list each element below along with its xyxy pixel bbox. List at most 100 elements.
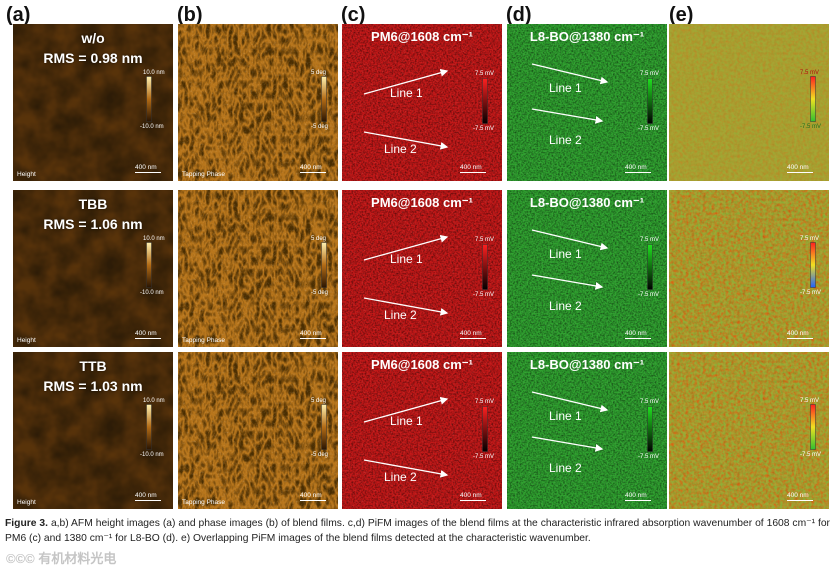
phase-colorbar <box>321 76 327 122</box>
colorbar-max-label: 5 deg <box>311 398 327 404</box>
scale-bar <box>625 499 651 501</box>
phase-label: Tapping Phase <box>182 337 226 344</box>
pifm-title: PM6@1608 cm⁻¹ <box>371 357 473 372</box>
panel-overlap-row3: 7.5 mV -7.5 mV 400 nm <box>669 352 829 509</box>
colorbar-max-label: 7.5 mV <box>800 70 820 76</box>
colorbar-min-label: -7.5 mV <box>638 126 660 132</box>
overlap-colorbar <box>810 242 816 288</box>
sample-name: w/o <box>81 30 105 46</box>
panel-pm6-row3: PM6@1608 cm⁻¹ Line 1 Line 2 7.5 mV -7.5 mV 40… <box>342 352 502 509</box>
panel-height-row2: TBB RMS = 1.06 nm Height 10.0 nm -10.0 nm 400… <box>13 190 173 347</box>
caption-figure-label: Figure 3. <box>5 518 48 529</box>
colorbar-min-label: -7.5 mV <box>800 290 822 296</box>
rms-value: RMS = 0.98 nm <box>43 50 143 66</box>
scale-bar <box>460 499 486 501</box>
panel-overlap-row2: 7.5 mV -7.5 mV 400 nm <box>669 190 829 347</box>
scale-bar <box>625 337 651 339</box>
phase-label: Tapping Phase <box>182 499 226 506</box>
line-2-arrow <box>363 297 449 316</box>
pifm-title: L8-BO@1380 cm⁻¹ <box>529 357 645 372</box>
panel-overlap-row1: 7.5 mV -7.5 mV 400 nm <box>669 24 829 181</box>
scale-bar <box>135 337 161 339</box>
colorbar-max-label: 7.5 mV <box>640 399 660 405</box>
colorbar-min-label: -10.0 nm <box>140 452 164 458</box>
colorbar-max-label: 7.5 mV <box>640 237 660 243</box>
line-2-arrow <box>363 131 449 150</box>
pifm-title: L8-BO@1380 cm⁻¹ <box>529 29 645 44</box>
pm6-colorbar <box>482 78 488 124</box>
colorbar-min-label: -10.0 nm <box>140 124 164 130</box>
column-label-c: (c) <box>341 4 366 26</box>
l8-texture <box>507 352 667 509</box>
line-2-arrow <box>531 108 604 124</box>
pifm-title: PM6@1608 cm⁻¹ <box>371 29 473 44</box>
line-2-label: Line 2 <box>384 470 417 484</box>
column-label-e: (e) <box>669 4 694 26</box>
line-1-label: Line 1 <box>549 409 582 423</box>
pifm-title: L8-BO@1380 cm⁻¹ <box>529 195 645 210</box>
scale-bar <box>460 171 486 173</box>
colorbar-max-label: 10.0 nm <box>143 236 165 242</box>
phase-texture <box>178 190 338 347</box>
colorbar-max-label: 7.5 mV <box>475 71 495 77</box>
colorbar-max-label: 7.5 mV <box>475 399 495 405</box>
panel-pm6-row2: PM6@1608 cm⁻¹ Line 1 Line 2 7.5 mV -7.5 mV 40… <box>342 190 502 347</box>
line-2-label: Line 2 <box>384 308 417 322</box>
pm6-texture <box>342 190 502 347</box>
overlap-texture <box>669 190 829 347</box>
colorbar-max-label: 5 deg <box>311 236 327 242</box>
watermark: ©©© 有机材料光电 <box>6 551 117 566</box>
line-1-label: Line 1 <box>390 86 423 100</box>
l8-colorbar <box>647 78 653 124</box>
line-2-label: Line 2 <box>549 461 582 475</box>
scale-label: 400 nm <box>460 164 482 171</box>
height-label: Height <box>17 337 36 344</box>
column-label-b: (b) <box>177 4 203 26</box>
l8-texture <box>507 190 667 347</box>
colorbar-max-label: 7.5 mV <box>475 237 495 243</box>
scale-bar <box>300 337 326 339</box>
sample-name: TBB <box>78 196 108 212</box>
scale-bar <box>625 171 651 173</box>
colorbar-min-label: -7.5 mV <box>638 292 660 298</box>
panel-l8-row3: L8-BO@1380 cm⁻¹ Line 1 Line 2 7.5 mV -7.5 mV… <box>507 352 667 509</box>
height-label: Height <box>17 499 36 506</box>
overlap-colorbar <box>810 76 816 122</box>
scale-label: 400 nm <box>300 492 322 499</box>
colorbar-max-label: 10.0 nm <box>143 398 165 404</box>
figure-caption: Figure 3. a,b) AFM height images (a) and… <box>5 516 830 546</box>
line-arrows <box>531 391 609 452</box>
scale-bar <box>787 171 813 173</box>
rms-value: RMS = 1.03 nm <box>43 378 143 394</box>
height-colorbar <box>146 242 152 288</box>
panel-l8-row1: L8-BO@1380 cm⁻¹ Line 1 Line 2 7.5 mV -7.5 mV… <box>507 24 667 181</box>
scale-label: 400 nm <box>787 164 809 171</box>
panel-l8-row2: L8-BO@1380 cm⁻¹ Line 1 Line 2 7.5 mV -7.5 mV… <box>507 190 667 347</box>
colorbar-min-label: -5 deg <box>311 290 329 296</box>
column-label-a: (a) <box>6 4 31 26</box>
panel-pm6-row1: PM6@1608 cm⁻¹ Line 1 Line 2 7.5 mV -7.5 mV 40… <box>342 24 502 181</box>
colorbar-min-label: -7.5 mV <box>473 292 495 298</box>
colorbar-min-label: -7.5 mV <box>638 454 660 460</box>
panel-phase-row3: Tapping Phase 5 deg -5 deg 400 nm <box>178 352 338 509</box>
colorbar-max-label: 7.5 mV <box>800 236 820 242</box>
line-arrows <box>363 396 449 478</box>
scale-label: 400 nm <box>460 492 482 499</box>
colorbar-min-label: -7.5 mV <box>800 124 822 130</box>
scale-label: 400 nm <box>787 330 809 337</box>
colorbar-min-label: -7.5 mV <box>473 126 495 132</box>
line-2-label: Line 2 <box>549 299 582 313</box>
line-arrows <box>531 63 609 124</box>
scale-label: 400 nm <box>300 164 322 171</box>
scale-bar <box>135 499 161 501</box>
pm6-colorbar <box>482 406 488 452</box>
scale-label: 400 nm <box>625 492 647 499</box>
colorbar-max-label: 7.5 mV <box>800 398 820 404</box>
overlap-texture <box>669 24 829 181</box>
scale-label: 400 nm <box>787 492 809 499</box>
height-colorbar <box>146 76 152 122</box>
overlap-colorbar <box>810 404 816 450</box>
phase-texture <box>178 352 338 509</box>
line-1-arrow <box>531 229 609 251</box>
pifm-title: PM6@1608 cm⁻¹ <box>371 195 473 210</box>
